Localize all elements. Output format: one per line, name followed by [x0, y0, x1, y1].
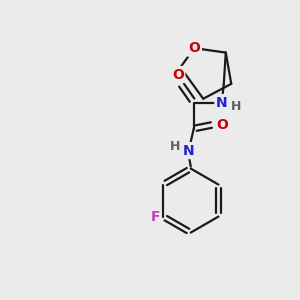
Text: N: N: [183, 144, 195, 158]
Text: O: O: [216, 118, 228, 132]
Text: N: N: [216, 96, 228, 110]
Text: O: O: [172, 68, 184, 82]
Text: O: O: [188, 41, 200, 55]
Text: H: H: [231, 100, 241, 113]
Text: H: H: [169, 140, 180, 153]
Text: F: F: [150, 210, 160, 224]
